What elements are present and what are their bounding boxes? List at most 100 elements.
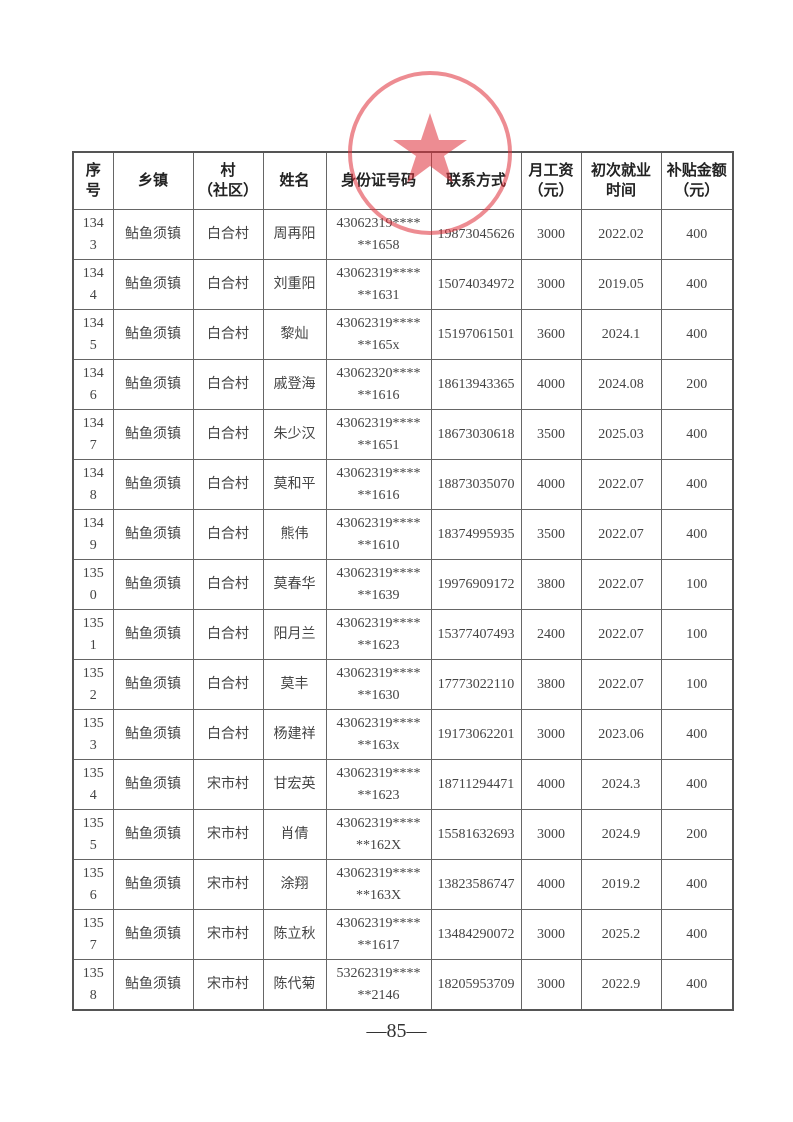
cell-subsidy-amount: 100 [660,659,734,710]
cell-seq: 1344 [72,259,114,310]
cell-seq: 1352 [72,659,114,710]
cell-phone: 15197061501 [430,309,522,360]
cell-id-number: 43062319******1610 [325,509,432,560]
cell-id-number: 43062319******162X [325,809,432,860]
cell-phone: 13823586747 [430,859,522,910]
cell-township: 鲇鱼须镇 [112,359,194,410]
cell-subsidy-amount: 200 [660,359,734,410]
table-header-row: 序号乡镇 村（社区） 姓名 身份证号码 联系方式 月工资（元） 初次就业 时间 补贴金额（元） [72,151,734,210]
table-row: 1348 鲇鱼须镇 白合村 莫和平 43062319******1616 18873035… [72,459,734,510]
cell-township: 鲇鱼须镇 [112,259,194,310]
table-row: 1352 鲇鱼须镇 白合村 莫丰 43062319******1630 177730221… [72,659,734,710]
cell-seq: 1345 [72,309,114,360]
cell-id-number: 43062319******1651 [325,409,432,460]
cell-first-employment-date: 2022.07 [580,459,662,510]
cell-salary: 3000 [520,809,582,860]
cell-first-employment-date: 2024.9 [580,809,662,860]
header-subsidy-amount: 补贴金额（元） [660,151,734,210]
cell-name: 莫丰 [262,659,327,710]
cell-village: 白合村 [192,209,264,260]
cell-village: 白合村 [192,509,264,560]
cell-name: 甘宏英 [262,759,327,810]
cell-subsidy-amount: 400 [660,309,734,360]
cell-id-number: 43062319******1623 [325,759,432,810]
cell-subsidy-amount: 400 [660,259,734,310]
cell-salary: 3600 [520,309,582,360]
cell-id-number: 43062319******163x [325,709,432,760]
cell-subsidy-amount: 100 [660,609,734,660]
cell-village: 白合村 [192,359,264,410]
cell-village: 白合村 [192,709,264,760]
cell-phone: 18673030618 [430,409,522,460]
cell-subsidy-amount: 400 [660,909,734,960]
cell-id-number: 43062319******1631 [325,259,432,310]
cell-id-number: 43062319******1630 [325,659,432,710]
cell-subsidy-amount: 400 [660,859,734,910]
cell-phone: 18374995935 [430,509,522,560]
header-village: 村（社区） [192,151,264,210]
cell-name: 肖倩 [262,809,327,860]
cell-salary: 3000 [520,209,582,260]
cell-name: 熊伟 [262,509,327,560]
cell-name: 陈立秋 [262,909,327,960]
table-row: 1354 鲇鱼须镇 宋市村 甘宏英 43062319******1623 18711294… [72,759,734,810]
cell-first-employment-date: 2022.07 [580,509,662,560]
cell-salary: 3000 [520,959,582,1011]
cell-subsidy-amount: 400 [660,459,734,510]
cell-subsidy-amount: 400 [660,759,734,810]
cell-name: 杨建祥 [262,709,327,760]
cell-subsidy-amount: 400 [660,959,734,1011]
cell-id-number: 43062319******1617 [325,909,432,960]
cell-subsidy-amount: 400 [660,209,734,260]
cell-salary: 4000 [520,859,582,910]
cell-salary: 2400 [520,609,582,660]
cell-township: 鲇鱼须镇 [112,659,194,710]
cell-phone: 19873045626 [430,209,522,260]
cell-phone: 18711294471 [430,759,522,810]
cell-seq: 1357 [72,909,114,960]
cell-seq: 1350 [72,559,114,610]
table-row: 1346 鲇鱼须镇 白合村 戚登海 43062320******1616 18613943… [72,359,734,410]
table-row: 1357 鲇鱼须镇 宋市村 陈立秋 43062319******1617 13484290… [72,909,734,960]
cell-salary: 3000 [520,709,582,760]
cell-phone: 15581632693 [430,809,522,860]
cell-name: 周再阳 [262,209,327,260]
table-row: 1351 鲇鱼须镇 白合村 阳月兰 43062319******1623 15377407… [72,609,734,660]
cell-subsidy-amount: 400 [660,409,734,460]
cell-salary: 4000 [520,459,582,510]
table-row: 1356 鲇鱼须镇 宋市村 涂翔 43062319******163X 138235867… [72,859,734,910]
cell-village: 宋市村 [192,759,264,810]
cell-seq: 1353 [72,709,114,760]
cell-seq: 1349 [72,509,114,560]
cell-name: 朱少汉 [262,409,327,460]
cell-seq: 1351 [72,609,114,660]
cell-first-employment-date: 2019.2 [580,859,662,910]
cell-phone: 17773022110 [430,659,522,710]
cell-id-number: 43062319******165x [325,309,432,360]
cell-name: 黎灿 [262,309,327,360]
cell-phone: 15377407493 [430,609,522,660]
cell-phone: 18873035070 [430,459,522,510]
table-row: 1343 鲇鱼须镇 白合村 周再阳 43062319******1658 19873045… [72,209,734,260]
cell-salary: 3000 [520,259,582,310]
cell-first-employment-date: 2023.06 [580,709,662,760]
cell-phone: 18613943365 [430,359,522,410]
header-township: 乡镇 [112,151,194,210]
cell-id-number: 43062319******1623 [325,609,432,660]
cell-salary: 3500 [520,409,582,460]
cell-seq: 1346 [72,359,114,410]
header-id-number: 身份证号码 [325,151,432,210]
cell-name: 莫春华 [262,559,327,610]
cell-phone: 19976909172 [430,559,522,610]
table-row: 1353 鲇鱼须镇 白合村 杨建祥 43062319******163x 19173062… [72,709,734,760]
cell-township: 鲇鱼须镇 [112,409,194,460]
cell-first-employment-date: 2022.07 [580,609,662,660]
cell-id-number: 53262319******2146 [325,959,432,1011]
cell-first-employment-date: 2019.05 [580,259,662,310]
header-first-employment-date: 初次就业 时间 [580,151,662,210]
cell-seq: 1348 [72,459,114,510]
cell-township: 鲇鱼须镇 [112,209,194,260]
cell-name: 陈代菊 [262,959,327,1011]
cell-salary: 3800 [520,559,582,610]
subsidy-table: 序号乡镇 村（社区） 姓名 身份证号码 联系方式 月工资（元） 初次就业 时间 补贴金额（元） … [72,151,734,1011]
